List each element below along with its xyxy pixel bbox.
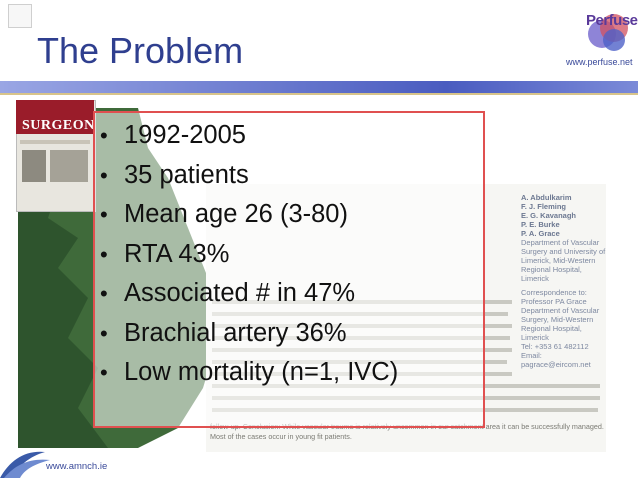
correspondence-line: Email: pagrace@eircom.net [521, 351, 591, 369]
correspondence-line: Correspondence to: [521, 288, 587, 297]
bullet-item: 1992-2005 [100, 116, 398, 156]
journal-cover-photo [50, 150, 88, 182]
logo-text: Perfuse [586, 12, 638, 29]
bullet-list: 1992-2005 35 patients Mean age 26 (3-80)… [100, 116, 398, 393]
journal-cover-photo [22, 150, 46, 182]
bullet-item: 35 patients [100, 156, 398, 196]
correspondence-line: Tel: +353 61 482112 [521, 342, 589, 351]
author-name: P. A. Grace [521, 229, 560, 238]
journal-cover-strip [20, 140, 90, 144]
bullet-item: Mean age 26 (3-80) [100, 195, 398, 235]
header-bar [0, 81, 638, 93]
affiliation-line: Regional Hospital, Limerick [521, 265, 582, 283]
author-name: E. G. Kavanagh [521, 211, 577, 220]
correspondence-line: Department of Vascular [521, 306, 600, 315]
header-bar-accent [0, 93, 638, 95]
author-name: F. J. Fleming [521, 202, 567, 211]
correspondence-line: Surgery, Mid-Western [521, 315, 594, 324]
bullet-item: Brachial artery 36% [100, 314, 398, 354]
affiliation-line: Limerick, Mid-Western [521, 256, 596, 265]
journal-cover-title: SURGEON [22, 118, 95, 133]
corner-box [8, 4, 32, 28]
slide-title: The Problem [37, 30, 244, 71]
affiliation-line: Department of Vascular [521, 238, 600, 247]
bullet-item: Low mortality (n=1, IVC) [100, 353, 398, 393]
bullet-item: Associated # in 47% [100, 274, 398, 314]
website-link-top[interactable]: www.perfuse.net [566, 57, 633, 67]
website-link-bottom[interactable]: www.amnch.ie [46, 461, 108, 472]
author-name: P. E. Burke [521, 220, 560, 229]
article-author-block: A. Abdulkarim F. J. Fleming E. G. Kavana… [521, 193, 611, 369]
journal-cover-header [16, 100, 94, 134]
affiliation-line: Surgery and University of [521, 247, 606, 256]
correspondence-line: Regional Hospital, Limerick [521, 324, 582, 342]
author-name: A. Abdulkarim [521, 193, 572, 202]
amnch-wave-logo-icon [0, 451, 50, 478]
bullet-item: RTA 43% [100, 235, 398, 275]
perfuse-logo-icon [588, 14, 628, 51]
correspondence-line: Professor PA Grace [521, 297, 587, 306]
